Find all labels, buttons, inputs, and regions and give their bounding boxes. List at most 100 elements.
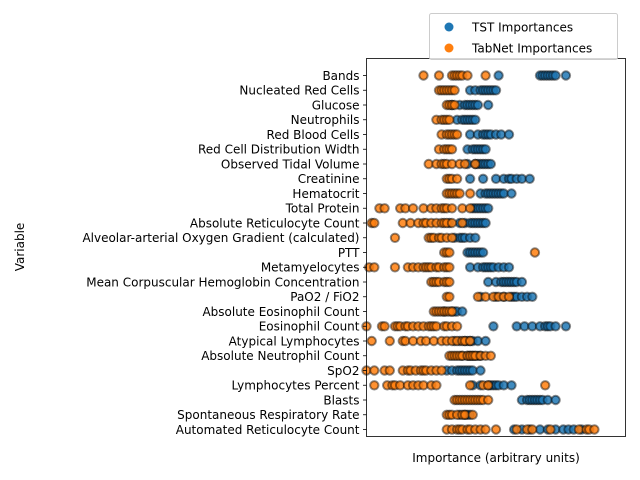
data-point — [475, 365, 486, 376]
data-point — [464, 188, 476, 199]
data-point — [449, 85, 460, 96]
x-axis-label: Importance (arbitrary units) — [412, 451, 580, 465]
y-tick-label: Eosinophil Count — [259, 320, 360, 334]
data-point — [457, 306, 468, 317]
y-tick-label: Neutrophils — [291, 113, 360, 127]
y-tick-label: Observed Tidal Volume — [221, 157, 360, 171]
data-point — [446, 203, 458, 214]
legend-label-tst: TST Importances — [471, 21, 573, 35]
data-point — [480, 217, 491, 229]
data-point — [488, 321, 499, 332]
y-tick-label: Metamyelocytes — [261, 261, 360, 275]
data-point — [431, 380, 442, 391]
y-tick-label: Red Cell Distribution Width — [198, 143, 360, 157]
y-tick-label: Hematocrit — [292, 187, 359, 201]
data-point — [407, 203, 419, 214]
data-point — [451, 321, 463, 332]
y-tick-label: Creatinine — [298, 172, 360, 186]
data-point — [470, 232, 481, 244]
legend-box — [429, 13, 618, 60]
data-point — [503, 129, 515, 140]
data-point — [446, 144, 458, 155]
data-point — [503, 262, 515, 273]
data-point — [451, 173, 463, 185]
data-point — [483, 394, 494, 406]
series-tst — [439, 70, 587, 435]
data-point — [490, 85, 502, 96]
data-point — [389, 262, 401, 273]
data-point — [444, 291, 455, 302]
data-point — [490, 424, 502, 435]
y-tick-label: Bands — [322, 69, 359, 83]
y-tick-label: Red Blood Cells — [267, 128, 360, 142]
data-point — [527, 424, 538, 435]
data-point — [470, 158, 481, 170]
data-point — [516, 276, 528, 288]
data-point — [446, 306, 458, 317]
data-point — [485, 158, 496, 170]
data-point — [454, 188, 465, 199]
data-point — [379, 321, 390, 332]
data-point — [529, 247, 541, 258]
data-point — [444, 114, 455, 126]
data-point — [369, 380, 380, 391]
y-tick-label: PTT — [338, 246, 360, 260]
data-point — [545, 424, 556, 435]
data-point — [418, 70, 429, 81]
y-tick-label: Nucleated Red Cells — [239, 84, 359, 98]
data-point — [480, 144, 491, 155]
data-point — [464, 380, 476, 391]
legend: TST Importances TabNet Importances — [429, 13, 618, 60]
y-tick-label: Total Protein — [285, 202, 360, 216]
data-point — [369, 262, 380, 273]
data-point — [384, 335, 395, 347]
data-point — [511, 424, 522, 435]
data-point — [550, 321, 561, 332]
y-tick-label: PaO2 / FiO2 — [290, 290, 359, 304]
data-point — [446, 217, 458, 229]
data-point — [477, 173, 489, 185]
data-point — [464, 173, 476, 185]
data-point — [459, 158, 471, 170]
y-tick-label: Absolute Reticulocyte Count — [190, 216, 360, 230]
data-point — [384, 365, 395, 376]
data-point — [483, 380, 494, 391]
data-point — [493, 70, 504, 81]
data-point — [444, 262, 455, 273]
data-point — [369, 217, 380, 229]
data-point — [480, 335, 491, 347]
y-tick-label: Glucose — [312, 98, 360, 112]
y-tick-label: Lymphocytes Percent — [232, 379, 360, 393]
data-point — [369, 365, 380, 376]
data-point — [444, 276, 455, 288]
legend-marker-tabnet — [444, 43, 454, 53]
data-point — [506, 188, 517, 199]
data-point — [560, 321, 572, 332]
y-tick-label: SpO2 — [327, 364, 359, 378]
y-axis-label: Variable — [13, 223, 27, 272]
y-tick-label: Atypical Lymphocytes — [229, 334, 360, 348]
data-point — [483, 99, 494, 111]
data-point — [477, 247, 489, 258]
data-point — [464, 335, 476, 347]
data-point — [449, 99, 460, 111]
data-point — [540, 380, 551, 391]
data-point — [389, 232, 401, 244]
y-tick-label: Absolute Eosinophil Count — [202, 305, 359, 319]
y-tick-label: Absolute Neutrophil Count — [201, 349, 360, 363]
legend-label-tabnet: TabNet Importances — [471, 42, 592, 56]
plot-frame — [366, 58, 626, 437]
data-point — [560, 70, 572, 81]
y-tick-label: Automated Reticulocyte Count — [176, 423, 360, 437]
data-point — [472, 99, 484, 111]
data-point — [589, 424, 600, 435]
y-tick-label: Spontaneous Respiratory Rate — [177, 408, 359, 422]
data-point — [464, 203, 476, 214]
data-point — [446, 232, 458, 244]
data-point — [451, 129, 463, 140]
data-points — [361, 70, 600, 435]
data-point — [436, 365, 447, 376]
data-point — [524, 173, 535, 185]
data-point — [550, 70, 561, 81]
